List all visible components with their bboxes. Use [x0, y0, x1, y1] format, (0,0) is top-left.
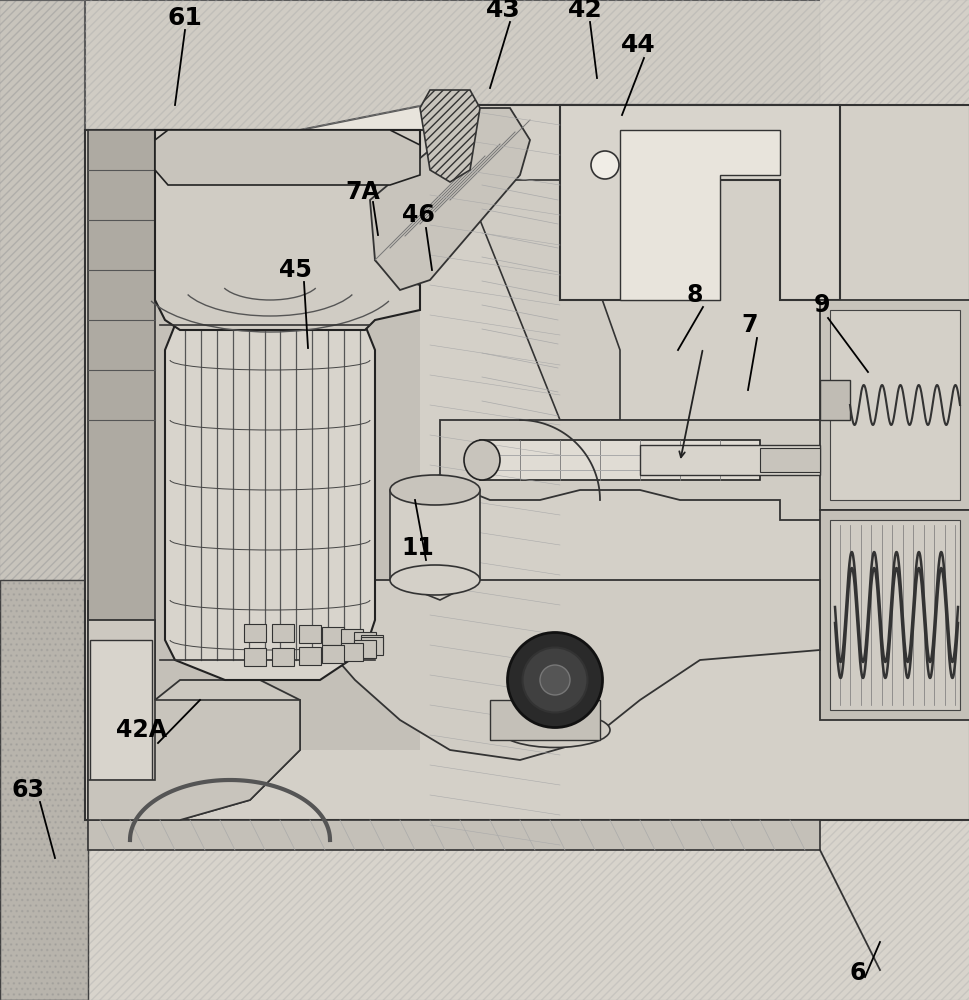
Polygon shape	[619, 130, 779, 300]
Polygon shape	[88, 600, 299, 820]
Text: 43: 43	[485, 0, 519, 22]
Polygon shape	[390, 475, 480, 600]
Text: 7: 7	[741, 313, 758, 337]
Polygon shape	[298, 647, 321, 665]
Polygon shape	[0, 580, 88, 1000]
Polygon shape	[354, 640, 376, 658]
Text: 44: 44	[620, 33, 655, 57]
Polygon shape	[819, 510, 969, 720]
Text: 46: 46	[401, 203, 434, 227]
Polygon shape	[155, 130, 420, 185]
Polygon shape	[322, 627, 344, 645]
Polygon shape	[0, 0, 85, 1000]
Polygon shape	[760, 448, 819, 472]
Polygon shape	[354, 632, 376, 650]
Text: 63: 63	[12, 778, 45, 802]
Polygon shape	[88, 820, 819, 850]
Polygon shape	[322, 645, 344, 663]
Polygon shape	[272, 648, 294, 666]
Text: 42: 42	[567, 0, 602, 22]
Polygon shape	[640, 445, 819, 475]
Polygon shape	[360, 637, 383, 655]
Polygon shape	[165, 310, 375, 680]
Polygon shape	[155, 130, 420, 330]
Polygon shape	[244, 648, 266, 666]
Ellipse shape	[522, 648, 587, 712]
Polygon shape	[85, 820, 969, 1000]
Polygon shape	[85, 105, 969, 820]
Polygon shape	[420, 90, 480, 182]
Ellipse shape	[390, 475, 480, 505]
Polygon shape	[559, 105, 839, 300]
Ellipse shape	[590, 151, 618, 179]
Text: 6: 6	[849, 961, 865, 985]
Polygon shape	[819, 0, 969, 1000]
Polygon shape	[480, 440, 760, 480]
Text: 45: 45	[278, 258, 311, 282]
Polygon shape	[489, 700, 600, 740]
Ellipse shape	[507, 633, 602, 728]
Text: 11: 11	[401, 536, 434, 560]
Polygon shape	[829, 520, 959, 710]
Polygon shape	[88, 130, 420, 750]
Text: 7A: 7A	[345, 180, 380, 204]
Polygon shape	[480, 180, 619, 420]
Ellipse shape	[540, 665, 570, 695]
Polygon shape	[360, 635, 383, 653]
Text: 8: 8	[686, 283, 703, 307]
Ellipse shape	[463, 440, 499, 480]
Polygon shape	[298, 625, 321, 643]
Polygon shape	[819, 380, 849, 420]
Ellipse shape	[499, 712, 610, 748]
Polygon shape	[440, 420, 839, 520]
Polygon shape	[244, 624, 266, 642]
Polygon shape	[341, 629, 362, 647]
Polygon shape	[819, 300, 969, 510]
Polygon shape	[90, 640, 152, 780]
Polygon shape	[299, 580, 819, 760]
Polygon shape	[0, 0, 969, 130]
Polygon shape	[88, 700, 299, 820]
Text: 9: 9	[813, 293, 829, 317]
Polygon shape	[829, 310, 959, 500]
Polygon shape	[369, 108, 529, 290]
Polygon shape	[341, 643, 362, 661]
Text: 61: 61	[168, 6, 203, 30]
Polygon shape	[272, 624, 294, 642]
Ellipse shape	[390, 565, 480, 595]
Text: 42A: 42A	[116, 718, 168, 742]
Polygon shape	[88, 130, 155, 780]
